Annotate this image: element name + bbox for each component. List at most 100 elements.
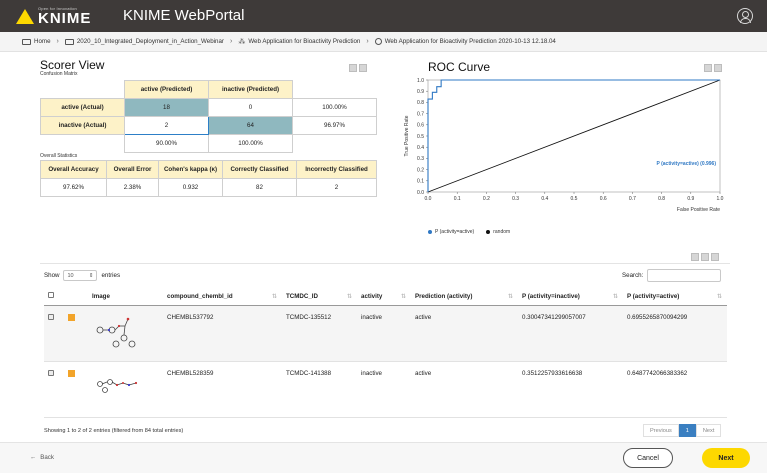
next-button[interactable]: Next [702, 448, 750, 468]
folder-icon [22, 38, 31, 45]
fullscreen-icon[interactable] [704, 64, 712, 72]
chevron-updown-icon: ⇕ [88, 272, 94, 279]
os-header: Cohen's kappa (κ) [158, 160, 223, 179]
table-info: Showing 1 to 2 of 2 entries (filtered fr… [44, 428, 184, 434]
series-line-random [427, 79, 721, 193]
column-header-p-inactive[interactable]: P (activity=inactive) ⇅ [518, 288, 623, 306]
column-header-chembl[interactable]: compound_chembl_id ⇅ [163, 288, 282, 306]
user-account-icon[interactable] [737, 8, 753, 24]
column-header-p-active[interactable]: P (activity=active) ⇅ [623, 288, 727, 306]
pagination-next[interactable]: Next [695, 424, 722, 437]
scorer-view-controls [349, 64, 367, 72]
fullscreen-icon[interactable] [349, 64, 357, 72]
logo-word: KNIME [38, 9, 92, 27]
molecule-structure-icon [97, 378, 138, 393]
y-tick-label: 0.2 [417, 167, 424, 173]
x-tick-label: 0.4 [541, 196, 548, 202]
cell-p-inactive: 0.30047341299057007 [518, 305, 623, 362]
y-tick-label: 1.0 [417, 78, 424, 84]
table-view-controls [691, 253, 719, 261]
cm-col-pct: 90.00% [124, 134, 209, 153]
knime-logo[interactable]: Open for Innovation KNIME [16, 5, 91, 27]
y-axis-label: True Positive Rate [404, 115, 410, 156]
pagination-page-1[interactable]: 1 [678, 424, 696, 437]
cm-col-pct: 100.00% [208, 134, 293, 153]
os-value: 2.38% [106, 178, 159, 197]
confusion-matrix-label: Confusion Matrix [40, 71, 78, 77]
search-input[interactable] [647, 269, 722, 282]
cell-chembl: CHEMBL537792 [163, 305, 282, 362]
select-all-checkbox[interactable] [44, 288, 64, 306]
sort-icon: ⇅ [346, 294, 352, 300]
row-checkbox[interactable] [44, 305, 64, 362]
column-header-image[interactable]: Image [88, 288, 163, 306]
scorer-view-title: Scorer View [40, 58, 105, 72]
menu-icon[interactable] [714, 64, 722, 72]
row-color-marker [64, 361, 88, 418]
cancel-button[interactable]: Cancel [623, 448, 673, 468]
cm-row-header: inactive (Actual) [40, 116, 125, 135]
cm-row-pct: 100.00% [292, 98, 377, 117]
sort-icon: ⇅ [612, 294, 618, 300]
app-title: KNIME WebPortal [123, 7, 245, 24]
cm-row-header: active (Actual) [40, 98, 125, 117]
cm-cell-selected[interactable]: 2 [124, 116, 209, 135]
table-row[interactable]: CHEMBL537792 TCMDC-135512 inactive activ… [44, 305, 727, 362]
row-checkbox[interactable] [44, 361, 64, 418]
table-row[interactable]: CHEMBL528359 TCMDC-141388 inactive activ… [44, 361, 727, 418]
fullscreen-icon[interactable] [701, 253, 709, 261]
pagination-previous[interactable]: Previous [643, 424, 679, 437]
entries-label: entries [101, 272, 121, 279]
x-tick-label: 0.9 [687, 196, 694, 202]
cell-activity: inactive [357, 361, 411, 418]
cell-tcmdc: TCMDC-135512 [282, 305, 357, 362]
cell-p-active: 0.6955265870094299 [623, 305, 727, 362]
chevron-right-icon: › [56, 38, 59, 45]
y-tick-label: 0.3 [417, 156, 424, 162]
overall-statistics-table: Overall Accuracy Overall Error Cohen's k… [40, 160, 377, 197]
y-tick-label: 0.5 [417, 134, 424, 140]
x-tick-label: 0.0 [425, 196, 432, 202]
breadcrumb-workflow[interactable]: ⁂ Web Application for Bioactivity Predic… [238, 38, 361, 46]
row-color-marker [64, 305, 88, 362]
column-header-prediction[interactable]: Prediction (activity) ⇅ [411, 288, 518, 306]
cell-prediction: active [411, 305, 518, 362]
menu-icon[interactable] [711, 253, 719, 261]
select-all-icon[interactable] [691, 253, 699, 261]
cm-row-pct: 96.97% [292, 116, 377, 135]
menu-icon[interactable] [359, 64, 367, 72]
os-value: 0.932 [158, 178, 223, 197]
molecule-image [88, 361, 163, 418]
x-tick-label: 0.3 [512, 196, 519, 202]
back-button[interactable]: ← Back [30, 454, 54, 461]
y-tick-label: 0.6 [417, 123, 424, 129]
entries-length-control: Show 10 ⇕ entries [44, 270, 120, 281]
molecule-structure-icon [96, 317, 136, 347]
legend-label-random: random [493, 229, 511, 235]
x-tick-label: 0.6 [600, 196, 607, 202]
cm-col-header: active (Predicted) [124, 80, 209, 99]
cm-cell[interactable]: 64 [208, 116, 293, 135]
cell-activity: inactive [357, 305, 411, 362]
cm-cell[interactable]: 18 [124, 98, 209, 117]
table-search: Search: [622, 269, 722, 282]
sort-icon: ⇅ [716, 294, 722, 300]
bottom-bar: ← Back Cancel Next [0, 442, 767, 473]
cell-chembl: CHEMBL528359 [163, 361, 282, 418]
breadcrumb-home[interactable]: Home [22, 38, 51, 45]
entries-select[interactable]: 10 ⇕ [63, 270, 98, 281]
x-tick-label: 0.8 [658, 196, 665, 202]
legend-label-active: P (activity=active) [435, 229, 475, 235]
y-tick-label: 0.4 [417, 145, 424, 151]
cell-p-inactive: 0.3512257933616638 [518, 361, 623, 418]
folder-icon [64, 38, 74, 45]
x-tick-label: 0.5 [571, 196, 578, 202]
section-divider [40, 263, 730, 264]
x-axis-label: False Positive Rate [677, 207, 720, 213]
column-header-activity[interactable]: activity ⇅ [357, 288, 411, 306]
column-header-tcmdc[interactable]: TCMDC_ID ⇅ [282, 288, 357, 306]
breadcrumb-folder[interactable]: 2020_10_Integrated_Deployment_in_Action_… [64, 38, 224, 45]
cm-cell[interactable]: 0 [208, 98, 293, 117]
roc-chart[interactable]: 0.0 0.1 0.2 0.3 0.4 0.5 0.6 0.7 0.8 0.9 1.0 0.0 0.1 0… [400, 74, 740, 226]
overall-statistics-label: Overall Statistics [40, 153, 78, 159]
